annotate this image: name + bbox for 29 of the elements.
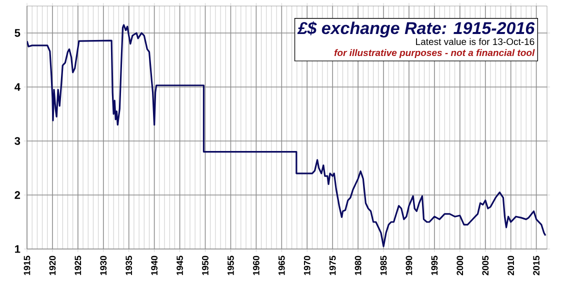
x-tick-label: 1950 — [202, 256, 208, 275]
x-tick-label: 1930 — [100, 256, 107, 275]
x-tick-label: 1940 — [151, 256, 158, 275]
x-tick-label: 1925 — [74, 256, 82, 275]
x-tick-label: 1985 — [380, 256, 387, 275]
x-tick-label: 2000 — [456, 256, 464, 276]
y-tick-label: 3 — [14, 137, 20, 145]
x-tick-label: 1935 — [126, 256, 132, 275]
y-tick-label: 5 — [14, 29, 20, 37]
x-tick-label: 1965 — [278, 256, 285, 275]
x-tick-label: 1980 — [354, 256, 362, 275]
x-tick-label: 1955 — [228, 256, 234, 275]
x-tick-label: 1960 — [253, 256, 260, 275]
x-tick-label: 1995 — [431, 256, 438, 275]
x-tick-label: 2005 — [482, 256, 489, 276]
text: Latest value is for 13-Oct-16 — [416, 38, 534, 46]
x-tick-label: 1920 — [49, 256, 56, 275]
y-tick-label: 4 — [14, 83, 20, 91]
x-tick-label: 2015 — [533, 256, 540, 276]
x-tick-label: 1945 — [176, 256, 183, 275]
x-tick-label: 1990 — [406, 256, 412, 275]
x-tick-label: 2010 — [508, 256, 514, 276]
text: £$ exchange Rate: 1915-2016 — [297, 21, 535, 38]
x-tick-label: 1975 — [329, 256, 336, 275]
annotation: for illustrative purposes - not a financial tool — [334, 49, 535, 58]
x-tick-label: 1915 — [24, 256, 30, 275]
y-tick-label: 1 — [15, 245, 20, 253]
y-tick-label: 2 — [14, 191, 20, 199]
x-tick-label: 1970 — [304, 256, 310, 275]
